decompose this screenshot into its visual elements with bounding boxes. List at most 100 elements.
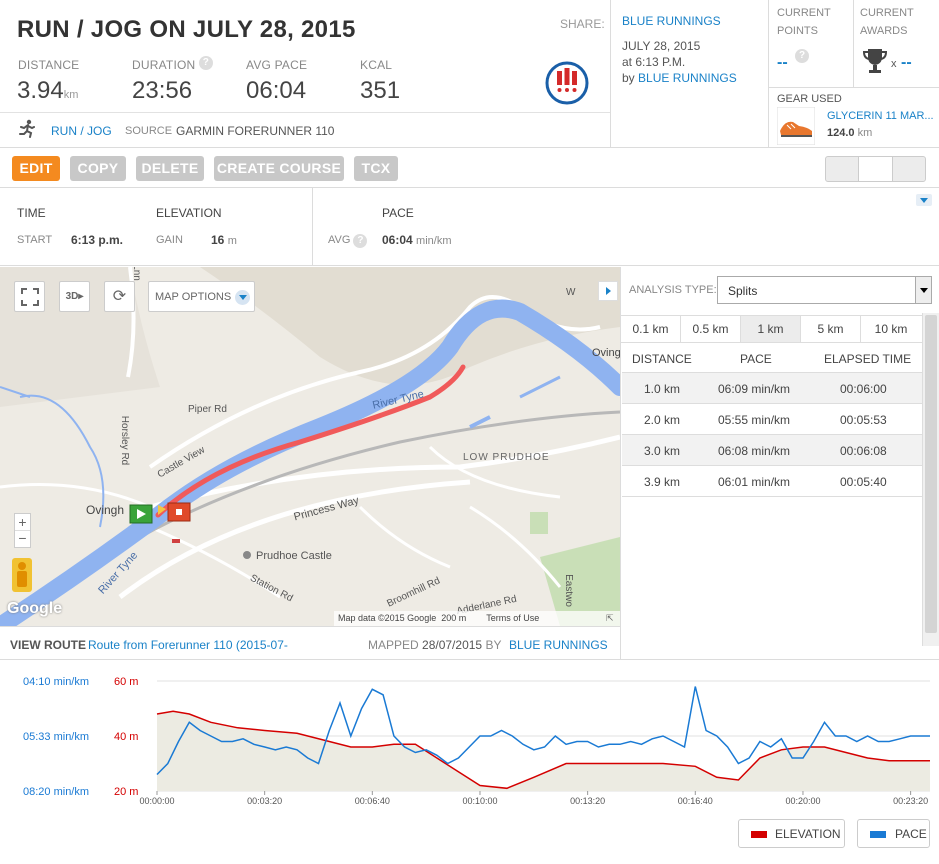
tab-10-km[interactable]: 10 km <box>874 322 908 336</box>
map-label-prudhoe-castle: Prudhoe Castle <box>256 550 332 562</box>
fullscreen-icon <box>20 288 39 306</box>
map-label-lnn: Lnn <box>130 267 142 281</box>
chart-top-border <box>0 659 939 660</box>
map-corner-icon[interactable]: ⇱ <box>606 613 614 623</box>
avg-pace-value: 06:04 min/km <box>382 233 452 247</box>
gear-name-link[interactable]: GLYCERIN 11 MAR... <box>827 110 934 122</box>
zoom-out-button[interactable]: − <box>18 530 27 546</box>
legend-pace-label: PACE <box>895 827 927 841</box>
map-label-ovingham-right: Ovingha <box>592 347 620 359</box>
split-elapsed: 00:05:40 <box>840 475 887 489</box>
stat-value-pace: 06:04 <box>246 77 307 104</box>
elevation-pace-chart[interactable]: 04:10 min/km 05:33 min/km 08:20 min/km 60 m… <box>0 660 939 820</box>
splits-header-row: DISTANCE PACE ELAPSED TIME <box>622 343 922 373</box>
fullscreen-button[interactable] <box>14 281 45 312</box>
map-copyright: Map data ©2015 Google <box>338 613 437 623</box>
help-icon[interactable]: ? <box>795 49 809 63</box>
x-tick-label: 00:20:00 <box>785 796 820 806</box>
view-toggle-middle[interactable] <box>859 157 893 181</box>
avg-text: AVG <box>328 234 351 246</box>
expand-summary-icon[interactable] <box>916 194 932 206</box>
gear-panel: GEAR USED GLYCERIN 11 MAR... 124.0 km <box>768 88 939 148</box>
gear-label: GEAR USED <box>777 93 842 105</box>
summary-row <box>0 188 939 266</box>
scrollbar-track[interactable] <box>922 313 939 646</box>
activity-type-link[interactable]: RUN / JOG <box>51 124 112 138</box>
page-title: RUN / JOG ON JULY 28, 2015 <box>17 16 356 43</box>
analysis-type-select[interactable]: Splits <box>717 276 932 304</box>
tab-5-km[interactable]: 5 km <box>801 316 861 342</box>
table-row: 1.0 km 06:09 min/km 00:06:00 <box>622 373 922 404</box>
by-name-link[interactable]: BLUE RUNNINGS <box>638 71 737 85</box>
route-map[interactable]: River Tyne River Tyne LOW PRUDHOE Castle… <box>0 267 620 626</box>
view-toggle-right[interactable] <box>893 157 926 181</box>
split-distance: 1.0 km <box>644 382 681 396</box>
analysis-panel <box>620 267 939 659</box>
stat-label-duration: DURATION ? <box>132 56 213 72</box>
tab-0-5-km[interactable]: 0.5 km <box>681 316 741 342</box>
gain-unit: m <box>227 235 237 247</box>
awards-value: -- <box>901 54 912 71</box>
select-arrow-icon <box>915 277 931 303</box>
tab-0-1-km[interactable]: 0.1 km <box>621 316 681 342</box>
analysis-type-label: ANALYSIS TYPE: <box>629 284 717 296</box>
points-label-2: POINTS <box>777 25 818 37</box>
collapse-analysis-button[interactable] <box>598 281 618 301</box>
google-logo: Google <box>7 600 63 617</box>
pace-tick-label: 08:20 min/km <box>23 786 89 798</box>
zoom-in-button[interactable]: + <box>15 514 30 531</box>
awards-x: x <box>891 58 897 70</box>
scrollbar-thumb[interactable] <box>925 315 937 633</box>
map-label-ovingham: Ovingh <box>86 503 125 517</box>
map-options-label: MAP OPTIONS <box>155 291 232 303</box>
split-pace: 06:08 min/km <box>718 444 791 458</box>
map-label-piper: Piper Rd <box>188 404 227 415</box>
help-icon[interactable]: ? <box>198 56 213 70</box>
street-view-pegman-icon[interactable] <box>12 558 32 592</box>
elevation-area <box>157 711 930 791</box>
legend-pace-button[interactable]: PACE <box>857 819 930 848</box>
replay-icon: ⟳ <box>112 288 127 305</box>
brand-logo-icon[interactable] <box>545 61 589 105</box>
zoom-control: + − <box>14 513 31 548</box>
gain-label: GAIN <box>156 234 183 246</box>
runner-icon <box>19 119 35 138</box>
author-link[interactable]: BLUE RUNNINGS <box>622 14 721 28</box>
map-label-eastwood: Eastwo <box>562 574 574 607</box>
split-tabs <box>620 315 922 343</box>
delete-button[interactable]: DELETE <box>136 156 204 181</box>
stat-label-kcal: KCAL <box>360 58 393 72</box>
map-attribution: Map data ©2015 Google 200 m Terms of Use <box>334 611 620 626</box>
terms-link[interactable]: Terms of Use <box>486 613 540 623</box>
split-distance: 2.0 km <box>644 413 681 427</box>
elevation-tick-label: 20 m <box>114 786 138 798</box>
view-toggle-left[interactable] <box>826 157 859 181</box>
edit-button[interactable]: EDIT <box>12 156 60 181</box>
points-value: -- <box>777 54 788 71</box>
map-label-low-prudhoe: LOW PRUDHOE <box>463 452 550 463</box>
map-options-dropdown[interactable]: MAP OPTIONS <box>148 281 255 312</box>
pace-label: PACE <box>382 206 414 220</box>
help-icon[interactable]: ? <box>353 234 368 248</box>
create-course-button[interactable]: CREATE COURSE <box>214 156 344 181</box>
mapped-by-link[interactable]: BLUE RUNNINGS <box>509 638 608 652</box>
duration-label: DURATION <box>132 58 196 72</box>
elevation-tick-label: 60 m <box>114 676 138 688</box>
legend-elevation-button[interactable]: ELEVATION <box>738 819 845 848</box>
map-label-horsley: Horsley Rd <box>119 415 131 466</box>
copy-button[interactable]: COPY <box>70 156 126 181</box>
gain-number: 16 <box>211 233 225 247</box>
tcx-button[interactable]: TCX <box>354 156 398 181</box>
route-name-link[interactable]: Route from Forerunner 110 (2015-07- <box>88 638 288 652</box>
x-tick-label: 00:23:20 <box>893 796 928 806</box>
table-row: 3.9 km 06:01 min/km 00:05:40 <box>622 466 922 497</box>
3d-view-button[interactable]: 3D▸ <box>59 281 90 312</box>
tab-1-km[interactable]: 1 km <box>741 316 801 342</box>
replay-button[interactable]: ⟳ <box>104 281 135 312</box>
author-by: by BLUE RUNNINGS <box>622 71 737 85</box>
legend-elevation-label: ELEVATION <box>775 827 841 841</box>
distance-value: 3.94 <box>17 77 64 104</box>
source-value: GARMIN FORERUNNER 110 <box>176 124 335 138</box>
gain-value: 16 m <box>211 233 237 247</box>
points-label-1: CURRENT <box>777 7 831 19</box>
